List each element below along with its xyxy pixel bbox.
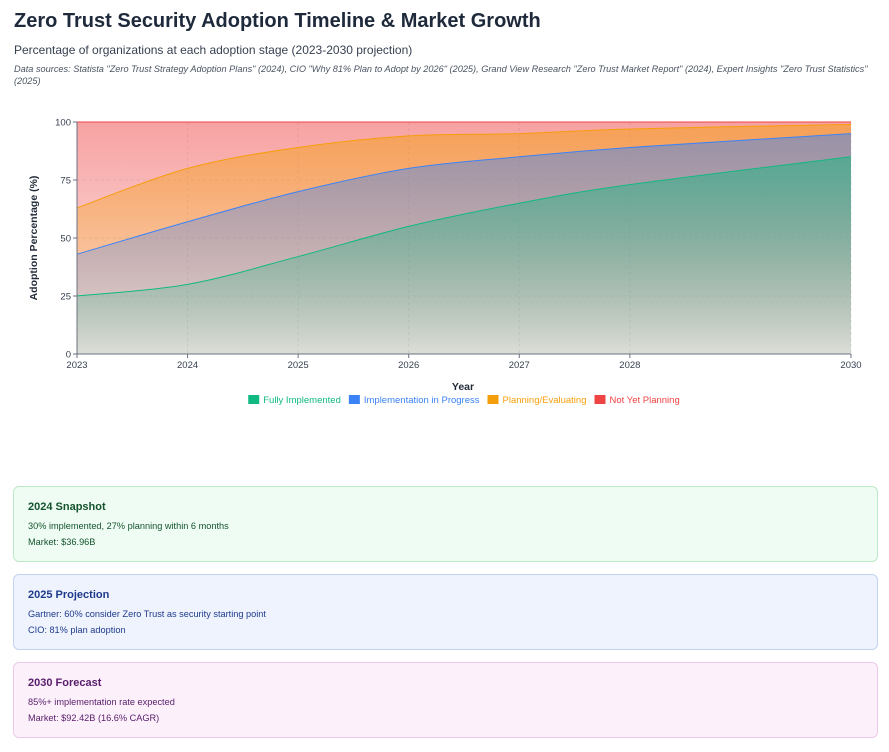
page-subtitle: Percentage of organizations at each adop… <box>14 43 413 57</box>
card-2030-forecast: 2030 Forecast 85%+ implementation rate e… <box>13 662 878 738</box>
area-fully-implemented <box>77 156 851 354</box>
x-tick-label: 2030 <box>840 360 861 371</box>
card-text: 30% implemented, 27% planning within 6 m… <box>28 521 229 531</box>
card-text: 85%+ implementation rate expected <box>28 697 175 707</box>
card-title: 2025 Projection <box>28 589 110 601</box>
legend-item-planning-evaluating: Planning/Evaluating <box>487 395 587 406</box>
legend-layer: Fully Implemented Implementation in Progr… <box>248 395 680 406</box>
legend-item-implementation-in-progress: Implementation in Progress <box>348 395 480 406</box>
y-tick-label: 75 <box>60 176 71 187</box>
adoption-area-chart: 0 25 50 75 100 2023 2024 2025 2026 2027 2028 2030 Ye… <box>28 118 862 407</box>
x-tick-label: 2023 <box>66 360 87 371</box>
legend-swatch <box>487 395 499 404</box>
y-tick-label: 0 <box>66 350 71 361</box>
legend-item-fully-implemented: Fully Implemented <box>248 395 341 406</box>
legend-label: Fully Implemented <box>263 395 341 406</box>
x-tick-label: 2026 <box>398 360 419 371</box>
y-tick-label: 100 <box>55 118 71 129</box>
area-layer <box>76 121 852 354</box>
x-tick-label: 2024 <box>177 360 198 371</box>
legend-swatch <box>248 395 260 404</box>
card-market: Market: $92.42B (16.6% CAGR) <box>28 713 160 723</box>
axis-layer: 0 25 50 75 100 2023 2024 2025 2026 2027 2028 2030 Ye… <box>28 118 862 394</box>
x-tick-label: 2027 <box>509 360 530 371</box>
x-tick-label: 2025 <box>288 360 309 371</box>
page-title: Zero Trust Security Adoption Timeline & … <box>14 10 541 32</box>
line-implementation-in-progress <box>76 133 852 255</box>
legend-label: Not Yet Planning <box>609 395 679 406</box>
y-tick-label: 50 <box>60 234 71 245</box>
card-2024-snapshot: 2024 Snapshot 30% implemented, 27% plann… <box>13 486 878 562</box>
legend-label: Implementation in Progress <box>364 395 480 406</box>
line-fully-implemented <box>76 156 852 297</box>
card-title: 2030 Forecast <box>28 677 102 689</box>
data-sources-note: Data sources: Statista "Zero Trust Strat… <box>14 64 868 86</box>
card-market: CIO: 81% plan adoption <box>28 625 126 635</box>
card-market: Market: $36.96B <box>28 537 96 547</box>
legend-swatch <box>594 395 606 404</box>
line-planning-evaluating <box>76 123 852 209</box>
card-title: 2024 Snapshot <box>28 501 106 513</box>
x-axis-title: Year <box>452 381 474 393</box>
card-text: Gartner: 60% consider Zero Trust as secu… <box>28 609 266 619</box>
legend-item-not-yet-planning: Not Yet Planning <box>594 395 680 406</box>
x-tick-label: 2028 <box>619 360 640 371</box>
y-tick-label: 25 <box>60 292 71 303</box>
y-axis-title: Adoption Percentage (%) <box>28 176 40 301</box>
legend-swatch <box>348 395 360 404</box>
legend-label: Planning/Evaluating <box>503 395 587 406</box>
card-2025-projection: 2025 Projection Gartner: 60% consider Ze… <box>13 574 878 650</box>
